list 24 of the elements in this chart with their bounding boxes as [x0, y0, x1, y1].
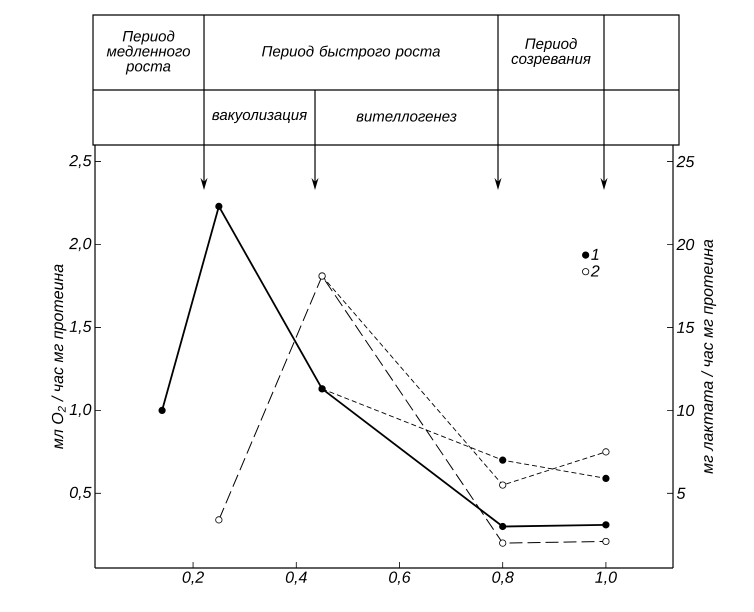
text: вакуолизация [212, 112, 307, 124]
x-tick-label: 0,8 [492, 572, 514, 585]
legend-label: 2 [590, 265, 600, 277]
text: Период созревания [512, 38, 591, 67]
y2-tick-label: 5 [676, 488, 686, 499]
text: Период медленного роста [106, 30, 190, 74]
y2-tick-label: 10 [676, 404, 694, 416]
y-tick-label: 2,0 [69, 238, 92, 252]
x-tick-label: 1,0 [595, 572, 617, 585]
text: Период быстрого роста [262, 45, 440, 60]
y-axis-title: мл O$_{2}$ / час мг протеина [51, 264, 66, 449]
x-tick-label: 0,4 [286, 572, 307, 585]
legend-label: 1 [591, 248, 598, 260]
y-tick-label: 0,5 [70, 486, 92, 500]
x-tick-label: 0,2 [182, 572, 204, 585]
y2-tick-label: 15 [676, 322, 694, 334]
x-tick-label: 0,6 [389, 572, 411, 585]
text: вителлогенез [356, 113, 456, 122]
y2-tick-label: 25 [676, 156, 694, 168]
y2-tick-label: 20 [676, 238, 694, 250]
y-tick-label: 1,0 [70, 404, 92, 417]
y2-axis-title: мг лактата / час мг протеина [701, 240, 716, 474]
y-tick-label: 2,5 [69, 154, 92, 168]
y-tick-label: 1,5 [70, 320, 92, 334]
